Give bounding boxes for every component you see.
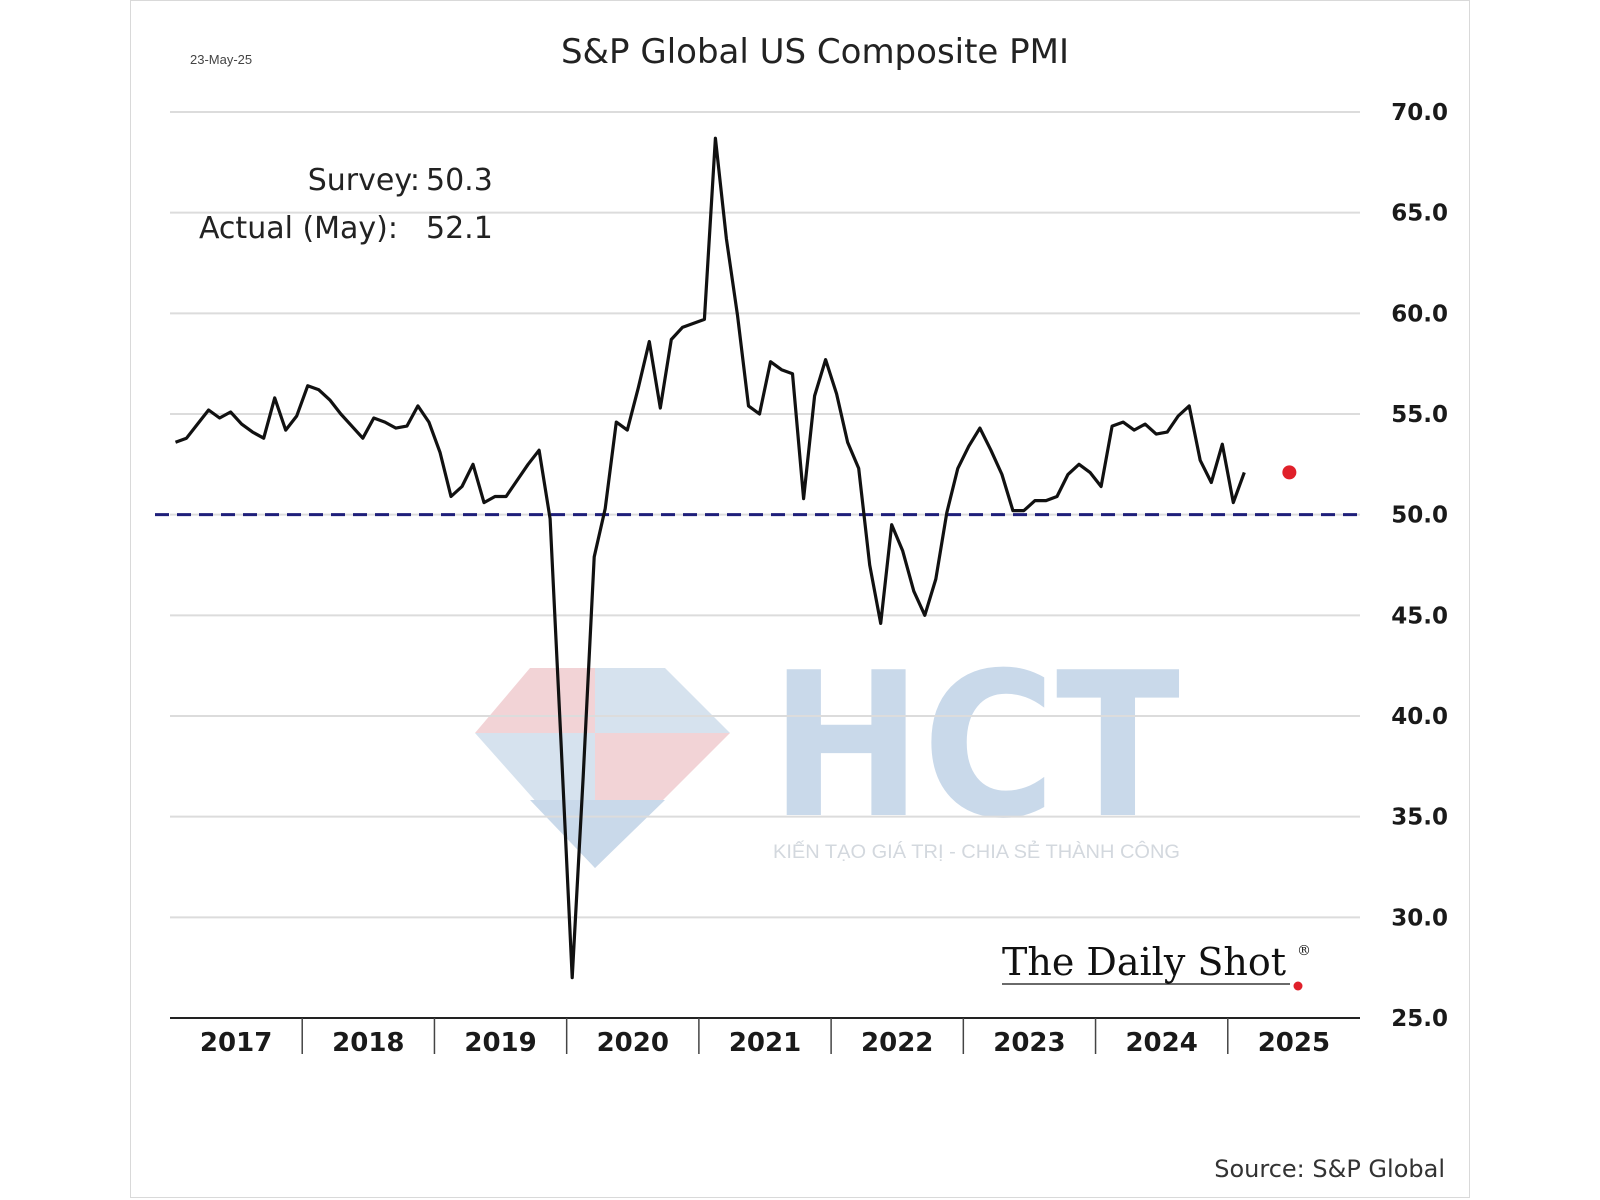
x-tick-label: 2021 [729,1028,801,1058]
watermark-logo-shape [595,668,730,733]
x-tick-label: 2020 [597,1028,669,1058]
series-line [174,136,1246,980]
x-tick-label: 2023 [993,1028,1065,1058]
chart-title: S&P Global US Composite PMI [561,32,1069,72]
brand-logo: The Daily Shot ® [1002,940,1311,991]
survey-label: Survey: [308,163,420,198]
survey-value: 50.3 [426,163,493,198]
y-tick-label: 35.0 [1391,805,1448,831]
date-stamp: 23-May-25 [190,52,252,67]
x-tick-label: 2017 [200,1028,272,1058]
x-tick-label: 2019 [464,1028,536,1058]
x-tick-label: 2022 [861,1028,933,1058]
x-tick-label: 2018 [332,1028,404,1058]
x-axis: 2017 2018 2019 2020 2021 2022 2023 2024 2025 [170,1017,1360,1058]
brand-mark: ® [1297,943,1311,959]
gridlines [170,111,1360,919]
chart-frame [130,0,1470,1198]
source-note: Source: S&P Global [1214,1155,1445,1183]
actual-value: 52.1 [426,211,493,246]
y-tick-label: 40.0 [1391,704,1448,730]
y-tick-label: 60.0 [1391,301,1448,327]
brand-dot [1293,981,1303,991]
watermark-logo-shape [530,800,665,868]
y-tick-label: 25.0 [1391,1006,1448,1032]
y-tick-label: 50.0 [1391,503,1448,529]
y-tick-label: 55.0 [1391,402,1448,428]
brand-name: The Daily Shot [1002,940,1286,984]
y-tick-label: 30.0 [1391,905,1448,931]
y-axis: 25.0 30.0 35.0 40.0 45.0 50.0 55.0 60.0 65.0 70.0 [1391,100,1448,1032]
y-tick-label: 65.0 [1391,201,1448,227]
watermark-letters: HCT [770,630,1180,863]
y-tick-label: 70.0 [1391,100,1448,126]
watermark-tagline: KIẾN TẠO GIÁ TRỊ - CHIA SẺ THÀNH CÔNG [773,841,1180,863]
actual-label: Actual (May): [199,211,398,246]
x-tick-label: 2025 [1258,1028,1330,1058]
y-tick-label: 45.0 [1391,603,1448,629]
x-tick-label: 2024 [1125,1028,1197,1058]
latest-value-marker [1282,465,1297,480]
watermark-logo-shape [475,668,595,733]
